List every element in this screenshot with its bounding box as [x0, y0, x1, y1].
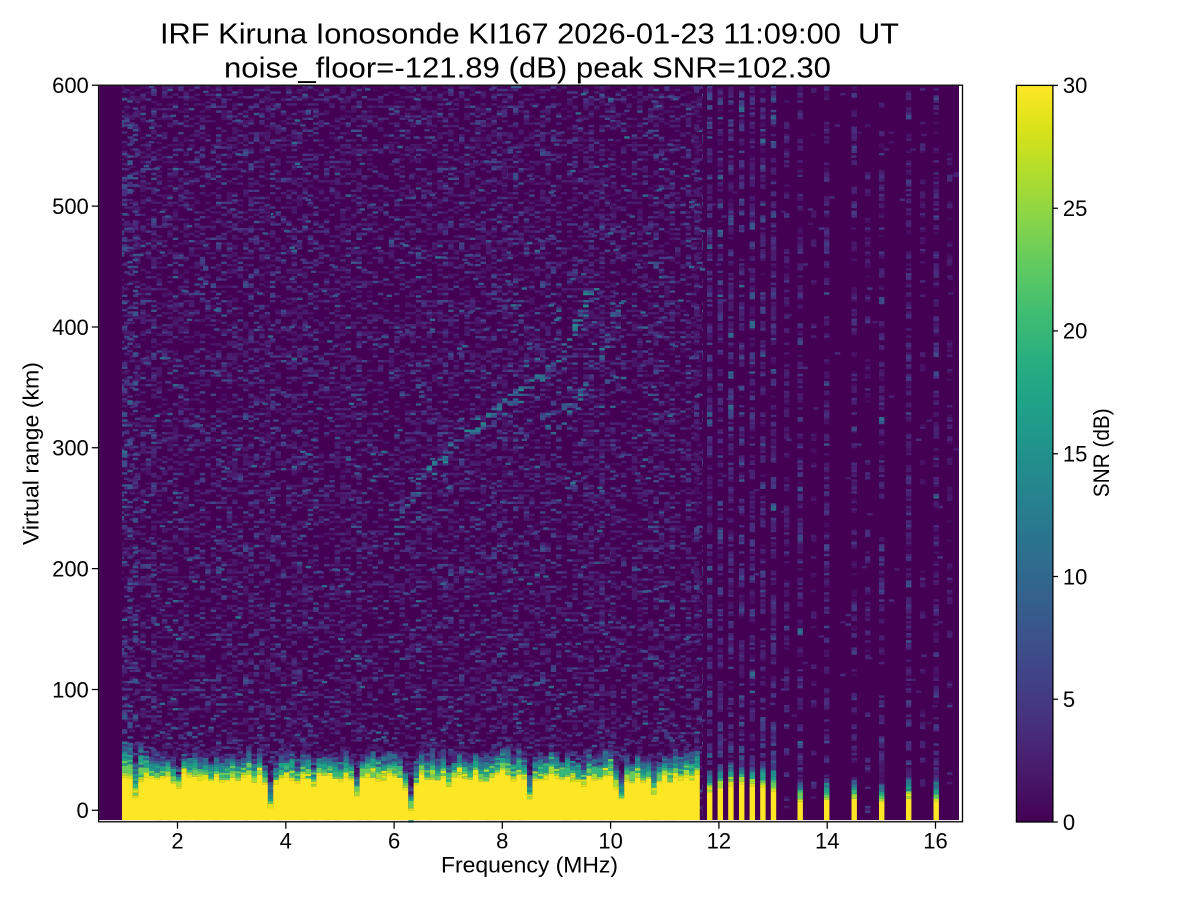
svg-text:30: 30 — [1063, 73, 1087, 98]
svg-text:0: 0 — [77, 798, 89, 823]
svg-text:500: 500 — [52, 194, 89, 219]
svg-text:10: 10 — [598, 828, 622, 853]
svg-text:100: 100 — [52, 677, 89, 702]
svg-text:8: 8 — [496, 828, 508, 853]
svg-text:0: 0 — [1063, 810, 1075, 835]
svg-text:12: 12 — [707, 828, 731, 853]
svg-text:4: 4 — [280, 828, 292, 853]
svg-text:Frequency (MHz): Frequency (MHz) — [441, 853, 618, 878]
svg-text:16: 16 — [923, 828, 947, 853]
svg-text:14: 14 — [815, 828, 839, 853]
svg-text:400: 400 — [52, 315, 89, 340]
svg-text:Virtual range (km): Virtual range (km) — [18, 362, 43, 545]
svg-text:20: 20 — [1063, 319, 1087, 344]
svg-text:2: 2 — [171, 828, 183, 853]
svg-text:600: 600 — [52, 73, 89, 98]
svg-text:IRF Kiruna Ionosonde KI167 202: IRF Kiruna Ionosonde KI167 2026-01-23 11… — [160, 19, 899, 51]
svg-text:6: 6 — [388, 828, 400, 853]
svg-text:noise_floor=-121.89 (dB) peak: noise_floor=-121.89 (dB) peak SNR=102.30 — [224, 52, 831, 84]
svg-text:SNR (dB): SNR (dB) — [1089, 408, 1114, 497]
svg-text:10: 10 — [1063, 564, 1087, 589]
svg-text:15: 15 — [1063, 442, 1087, 467]
svg-text:5: 5 — [1063, 687, 1075, 712]
svg-text:200: 200 — [52, 556, 89, 581]
svg-text:25: 25 — [1063, 196, 1087, 221]
svg-text:300: 300 — [52, 436, 89, 461]
